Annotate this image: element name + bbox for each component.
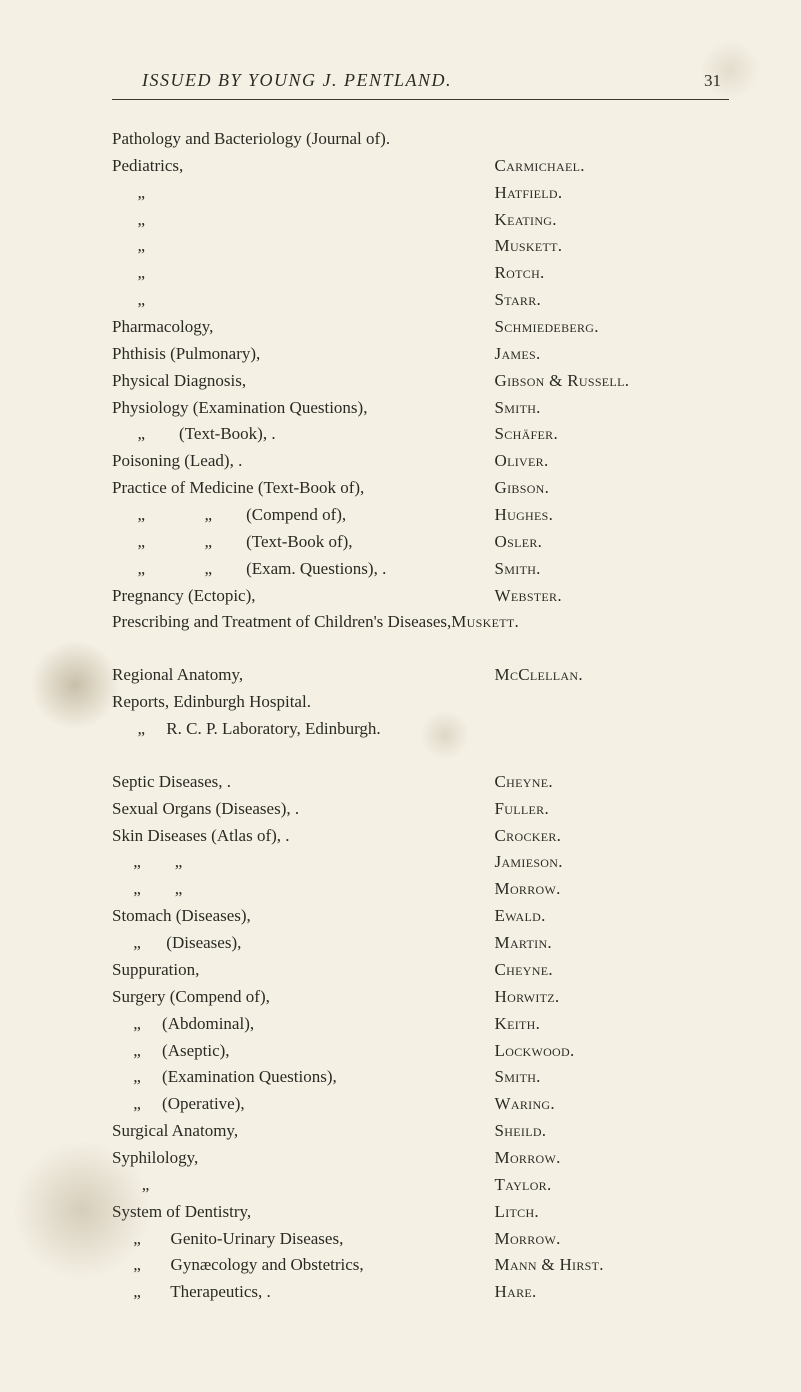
entry-right: Hare. [495,1279,729,1306]
foxing-spot [700,40,760,100]
entry-right: Crocker. [495,823,729,850]
entry-right: Smith. [495,395,729,422]
entry-right: Osler. [495,529,729,556]
entry-right: Carmichael. [495,153,729,180]
entry-right: Mann & Hirst. [495,1252,729,1279]
entry-left: Physiology (Examination Questions), [112,395,495,422]
entry-right: Lockwood. [495,1038,729,1065]
entry-right: Schmiedeberg. [495,314,729,341]
entry-left: „ „ [112,849,495,876]
entry-left: „ Gynæcology and Obstetrics, [112,1252,495,1279]
entry-right: Fuller. [495,796,729,823]
entry-left: „ (Operative), [112,1091,495,1118]
entry-left: System of Dentistry, [112,1199,495,1226]
entry-right: Taylor. [495,1172,729,1199]
foxing-spot [12,1140,152,1280]
entry-right: Rotch. [495,260,729,287]
entry-left: Syphilology, [112,1145,495,1172]
entry-right: Muskett. [451,609,729,636]
entry-left: Pediatrics, [112,153,495,180]
entry-right: Sheild. [495,1118,729,1145]
entry-left: „ [112,287,495,314]
entry-left: „ Therapeutics, . [112,1279,495,1306]
entry-right: Ewald. [495,903,729,930]
entry-right: James. [495,341,729,368]
entry-left: „ (Diseases), [112,930,495,957]
entry-right: Starr. [495,287,729,314]
entry-right: Oliver. [495,448,729,475]
entry-left: Skin Diseases (Atlas of), . [112,823,495,850]
foxing-spot [420,710,470,760]
entry-left: „ [112,180,495,207]
running-head-title: ISSUED BY YOUNG J. PENTLAND. [142,70,452,91]
entry-right: Hatfield. [495,180,729,207]
entry-left: Pathology and Bacteriology (Journal of). [112,126,495,153]
entry-right: Keating. [495,207,729,234]
entry-right: Schäfer. [495,421,729,448]
entry-right: Cheyne. [495,957,729,984]
entry-right: Smith. [495,1064,729,1091]
entry-left: „ (Text-Book), . [112,421,495,448]
entry-left: Surgical Anatomy, [112,1118,495,1145]
entry-right: Litch. [495,1199,729,1226]
entry-right: Jamieson. [495,849,729,876]
entry-left: Pregnancy (Ectopic), [112,583,495,610]
entry-left: Surgery (Compend of), [112,984,495,1011]
entry-right: Morrow. [495,1145,729,1172]
entry-right: Morrow. [495,876,729,903]
index-block-s: Septic Diseases, .Cheyne. Sexual Organs … [112,769,729,1306]
foxing-spot [30,640,120,730]
entry-right: Hughes. [495,502,729,529]
entry-right: Martin. [495,930,729,957]
entry-left: Suppuration, [112,957,495,984]
entry-left: „ [112,207,495,234]
entry-left: Sexual Organs (Diseases), . [112,796,495,823]
entry-left: „ (Examination Questions), [112,1064,495,1091]
entry-left: Poisoning (Lead), . [112,448,495,475]
entry-left: „ [112,260,495,287]
head-rule [112,99,729,100]
entry-right: Gibson & Russell. [495,368,729,395]
entry-left: Phthisis (Pulmonary), [112,341,495,368]
entry-right: McClellan. [495,662,729,689]
entry-left: „ „ [112,876,495,903]
entry-left: „ Genito-Urinary Diseases, [112,1226,495,1253]
running-head: ISSUED BY YOUNG J. PENTLAND. 31 [112,70,729,91]
entry-right: Horwitz. [495,984,729,1011]
entry-left: „ (Abdominal), [112,1011,495,1038]
entry-right: Webster. [495,583,729,610]
entry-left: Stomach (Diseases), [112,903,495,930]
entry-left: „ „ (Text-Book of), [112,529,495,556]
entry-left: Regional Anatomy, [112,662,495,689]
entry-left: Prescribing and Treatment of Children's … [112,609,451,636]
entry-left: „ (Aseptic), [112,1038,495,1065]
entry-left: „ „ (Exam. Questions), . [112,556,495,583]
entry-right: Smith. [495,556,729,583]
index-block-p: Pathology and Bacteriology (Journal of).… [112,126,729,636]
entry-left: „ „ (Compend of), [112,502,495,529]
entry-right: Muskett. [495,233,729,260]
entry-left: Practice of Medicine (Text-Book of), [112,475,495,502]
entry-left: Physical Diagnosis, [112,368,495,395]
entry-right: Waring. [495,1091,729,1118]
entry-right: Keith. [495,1011,729,1038]
entry-right: Cheyne. [495,769,729,796]
entry-left: „ [112,233,495,260]
entry-left: „ [112,1172,495,1199]
entry-left: Pharmacology, [112,314,495,341]
entry-right: Morrow. [495,1226,729,1253]
entry-left: Septic Diseases, . [112,769,495,796]
entry-right: Gibson. [495,475,729,502]
